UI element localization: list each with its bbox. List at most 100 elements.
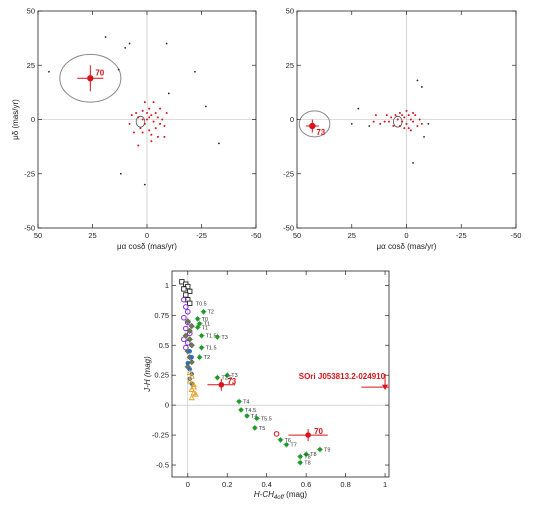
member-point	[148, 116, 151, 119]
t-dwarf-label: T5	[259, 426, 265, 432]
y-tick-label: 0.5	[159, 341, 169, 350]
field-point	[350, 122, 353, 125]
highlight-point	[309, 122, 316, 130]
t-dwarf-point	[252, 425, 257, 430]
y-tick-label: 0	[31, 115, 35, 124]
purple-point	[181, 336, 187, 343]
purple-point	[181, 314, 187, 321]
highlight-point	[218, 381, 225, 388]
blue-point	[187, 367, 192, 372]
member-point	[128, 122, 131, 125]
member-point	[154, 127, 157, 130]
member-point	[146, 118, 148, 121]
member-point	[412, 120, 415, 123]
field-point	[420, 86, 423, 88]
t-dwarf-label: T3	[231, 373, 237, 379]
member-point	[372, 120, 375, 123]
x-axis-label: H-CH4off (mag)	[254, 490, 307, 501]
member-point	[416, 125, 419, 128]
x-tick-label: 0.6	[301, 480, 311, 489]
field-point	[357, 107, 360, 110]
member-point	[156, 135, 159, 138]
field-point	[412, 162, 414, 164]
y-tick-label: 0	[290, 115, 294, 124]
member-point	[409, 118, 412, 121]
member-point	[405, 122, 408, 125]
member-point	[152, 120, 155, 123]
x-tick-label: -25	[196, 231, 207, 240]
member-point	[407, 127, 410, 130]
olive-point	[188, 358, 195, 366]
l-dwarf-square	[187, 300, 193, 306]
y-tick-label: 0.25	[154, 371, 169, 380]
orange-point	[192, 390, 199, 397]
x-tick-label: 0	[186, 480, 190, 489]
x-tick-label: 0.2	[222, 480, 232, 489]
t-dwarf-point	[197, 321, 202, 326]
cluster-ellipse	[135, 115, 146, 128]
member-point	[390, 116, 393, 119]
member-point	[401, 120, 404, 123]
member-point	[150, 140, 153, 143]
t-dwarf-label: T3	[221, 335, 227, 341]
member-point	[146, 111, 148, 114]
field-point	[218, 142, 220, 145]
member-point	[150, 133, 153, 136]
field-point	[165, 42, 168, 45]
cluster-ellipse	[393, 115, 403, 128]
y-axis-label: μδ (mas/yr)	[11, 99, 20, 140]
orange-point	[188, 372, 195, 379]
x-tick-label: 0.4	[261, 480, 271, 489]
open-red-point	[273, 431, 280, 437]
x-tick-label: 1	[383, 480, 387, 489]
member-point	[405, 109, 408, 112]
member-point	[137, 144, 140, 147]
t-dwarf-label: T4	[243, 400, 249, 406]
field-point	[416, 79, 419, 82]
sori-point	[382, 384, 389, 391]
t-dwarf-label: T8	[310, 452, 316, 458]
purple-point	[181, 296, 187, 303]
x-tick-label: -50	[511, 231, 522, 240]
purple-point	[184, 308, 191, 315]
t-dwarf-label: T2	[204, 355, 210, 361]
highlight-label: 73	[227, 377, 236, 386]
y-tick-label: -25	[283, 169, 294, 178]
t-dwarf-point	[197, 355, 202, 360]
t-dwarf-label: T7	[290, 443, 296, 449]
purple-point	[183, 304, 189, 310]
olive-point	[182, 332, 189, 339]
member-point	[403, 116, 406, 119]
olive-point	[188, 342, 195, 349]
field-point	[167, 92, 170, 95]
member-point	[150, 114, 153, 117]
member-point	[148, 107, 151, 110]
blue-point	[185, 361, 190, 366]
t-dwarf-point	[298, 454, 303, 459]
member-point	[143, 101, 146, 104]
olive-point	[184, 318, 191, 325]
y-tick-label: -50	[283, 224, 294, 233]
olive-point	[186, 327, 193, 334]
t-dwarf-point	[199, 333, 204, 338]
selection-ellipse	[59, 53, 122, 103]
field-point	[368, 125, 371, 127]
member-point	[137, 116, 140, 119]
x-tick-label: 50	[293, 231, 301, 240]
x-tick-label: 0.8	[340, 480, 350, 489]
t-dwarf-label: T0.5	[196, 301, 207, 307]
member-point	[401, 114, 404, 117]
field-point	[124, 46, 127, 49]
member-point	[130, 114, 133, 117]
l-dwarf-square	[183, 292, 189, 298]
t-dwarf-label: T2	[208, 310, 214, 316]
member-point	[392, 125, 395, 128]
y-tick-label: 50	[27, 7, 35, 16]
field-point	[204, 105, 207, 108]
t-dwarf-label: T1	[202, 325, 208, 331]
orange-point	[186, 377, 193, 384]
t-dwarf-point	[304, 452, 309, 457]
t-dwarf-point	[195, 316, 200, 322]
y-tick-label: -50	[24, 224, 35, 233]
